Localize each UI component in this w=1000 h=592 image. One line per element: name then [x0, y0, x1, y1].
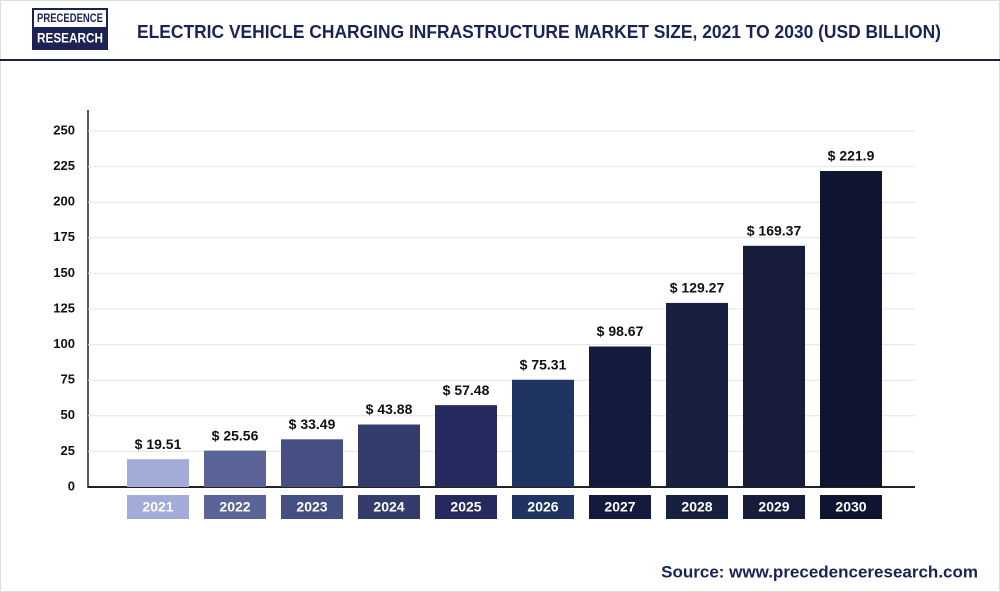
- value-label: $ 43.88: [366, 401, 413, 417]
- category-box: [589, 495, 651, 519]
- category-box: [204, 495, 266, 519]
- y-tick-label: 225: [53, 158, 75, 173]
- value-label: $ 75.31: [520, 356, 567, 372]
- y-tick-label: 100: [53, 336, 75, 351]
- bar: [127, 459, 189, 487]
- bar: [512, 379, 574, 487]
- y-tick-label: 175: [53, 229, 75, 244]
- x-tick-label: 2024: [373, 499, 404, 515]
- bar: [435, 405, 497, 487]
- value-label: $ 19.51: [135, 436, 182, 452]
- x-tick-label: 2028: [681, 499, 712, 515]
- y-tick-label: 250: [53, 122, 75, 137]
- chart-title: ELECTRIC VEHICLE CHARGING INFRASTRUCTURE…: [137, 22, 941, 42]
- category-box: [743, 495, 805, 519]
- logo-top-box: [34, 10, 106, 27]
- bar: [589, 346, 651, 487]
- category-box: [435, 495, 497, 519]
- x-tick-label: 2027: [604, 499, 635, 515]
- x-tick-label: 2029: [758, 499, 789, 515]
- x-tick-label: 2021: [142, 499, 173, 515]
- value-label: $ 221.9: [828, 148, 875, 164]
- category-box: [512, 495, 574, 519]
- y-tick-label: 25: [61, 443, 75, 458]
- x-tick-label: 2026: [527, 499, 558, 515]
- value-label: $ 98.67: [597, 323, 644, 339]
- source: Source: www.precedenceresearch.com: [661, 562, 978, 581]
- y-tick-label: 150: [53, 265, 75, 280]
- y-tick-label: 200: [53, 194, 75, 209]
- category-box: [666, 495, 728, 519]
- y-tick-label: 125: [53, 300, 75, 315]
- bar: [281, 439, 343, 487]
- x-tick-label: 2030: [835, 499, 866, 515]
- y-tick-label: 50: [61, 407, 75, 422]
- x-tick-label: 2023: [296, 499, 327, 515]
- x-tick-label: 2022: [219, 499, 250, 515]
- x-tick-label: 2025: [450, 499, 481, 515]
- bar: [204, 450, 266, 487]
- logo-top: PRECEDENCE: [37, 11, 103, 25]
- category-box: [127, 495, 189, 519]
- bar: [743, 245, 805, 487]
- bar: [358, 424, 420, 487]
- value-label: $ 25.56: [212, 427, 259, 443]
- value-label: $ 33.49: [289, 416, 336, 432]
- category-box: [820, 495, 882, 519]
- category-box: [281, 495, 343, 519]
- y-tick-label: 0: [68, 478, 75, 493]
- y-tick-label: 75: [61, 372, 75, 387]
- value-label: $ 169.37: [747, 223, 802, 239]
- bar: [820, 171, 882, 487]
- value-label: $ 57.48: [443, 382, 490, 398]
- bar: [666, 302, 728, 487]
- value-label: $ 129.27: [670, 280, 725, 296]
- logo-bottom: RESEARCH: [37, 30, 103, 46]
- category-box: [358, 495, 420, 519]
